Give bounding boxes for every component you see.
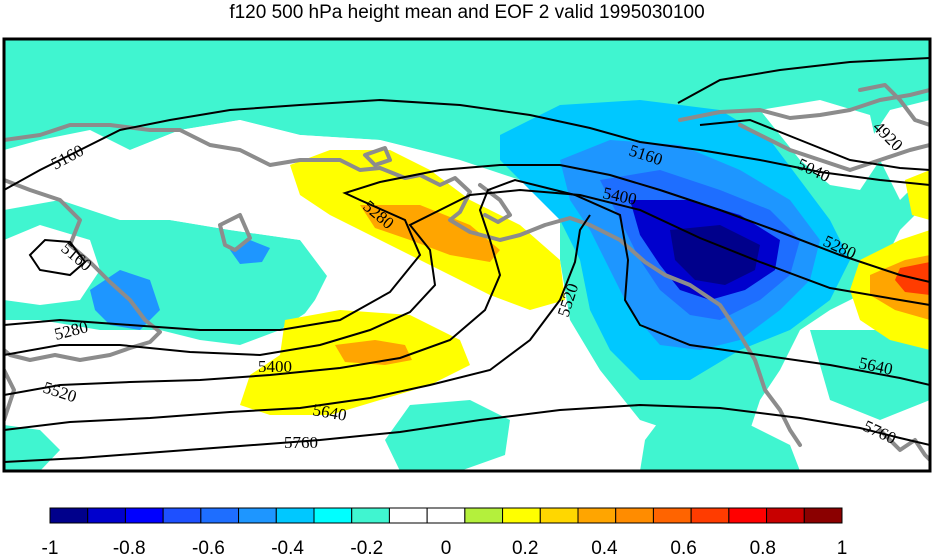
colorbar-segment <box>502 507 541 524</box>
colorbar-segment <box>313 507 353 524</box>
colorbar-segment <box>766 507 805 524</box>
colorbar-segment <box>87 507 126 524</box>
anomaly-region-white-west <box>4 225 100 305</box>
contour-label: 5760 <box>284 433 318 452</box>
colorbar-segment <box>200 507 240 524</box>
plot-title: f120 500 hPa height mean and EOF 2 valid… <box>229 2 705 23</box>
colorbar-tick-label: 0.6 <box>670 538 696 558</box>
contour-line <box>4 403 930 463</box>
colorbar-segment <box>351 507 390 524</box>
colorbar-segment <box>426 507 466 524</box>
anomaly-region-orange-north <box>360 205 500 262</box>
colorbar-tick-label: 0.2 <box>512 538 538 558</box>
colorbar <box>49 507 843 524</box>
colorbar-segment <box>539 507 579 524</box>
anomaly-region-cyan-east <box>810 320 930 420</box>
colorbar-tick-label: -0.2 <box>350 538 383 558</box>
contour-line <box>677 57 930 104</box>
anomaly-region-cyan-southeast <box>640 410 800 471</box>
colorbar-segment <box>652 507 692 524</box>
colorbar-tick-label: 0.8 <box>750 538 776 558</box>
colorbar-tick-label: 1 <box>837 538 848 558</box>
shaded-field: 5160 5160 5160 5040 4920 5400 5280 5280 … <box>4 39 930 471</box>
colorbar-segment <box>728 507 768 524</box>
colorbar-segment <box>803 507 843 524</box>
coastline <box>4 83 930 462</box>
height-contours <box>4 57 930 463</box>
colorbar-tick-label: -0.8 <box>113 538 146 558</box>
contour-line <box>4 214 591 431</box>
anomaly-region-darkblue <box>670 225 760 285</box>
anomaly-region-white-northeast <box>760 100 880 190</box>
contour-line <box>4 98 930 191</box>
colorbar-tick-label: 0.4 <box>591 538 618 558</box>
colorbar-tick-label: -0.4 <box>271 538 304 558</box>
colorbar-segment <box>690 507 730 524</box>
colorbar-segment <box>577 507 617 524</box>
colorbar-segment <box>162 507 202 524</box>
contour-line <box>699 118 930 171</box>
contour-line <box>28 238 87 277</box>
anomaly-region-cyan-south <box>385 400 510 471</box>
colorbar-tick-label: 0 <box>441 538 452 558</box>
colorbar-segment <box>615 507 654 524</box>
colorbar-segment <box>464 507 504 524</box>
colorbar-tick-labels: -1 -0.8 -0.6 -0.4 -0.2 0 0.2 0.4 0.6 0.8 1 <box>42 538 848 558</box>
colorbar-segment <box>388 507 428 524</box>
colorbar-segment <box>124 507 164 524</box>
map-frame <box>2 37 932 473</box>
colorbar-tick-label: -1 <box>42 538 59 558</box>
contour-line <box>4 164 930 331</box>
contour-line <box>4 188 930 357</box>
colorbar-tick-label: -0.6 <box>192 538 225 558</box>
colorbar-segment <box>238 507 277 524</box>
colorbar-segment <box>275 507 315 524</box>
contour-label: 5400 <box>258 357 292 376</box>
contour-line <box>4 178 930 396</box>
colorbar-segment <box>49 507 89 524</box>
